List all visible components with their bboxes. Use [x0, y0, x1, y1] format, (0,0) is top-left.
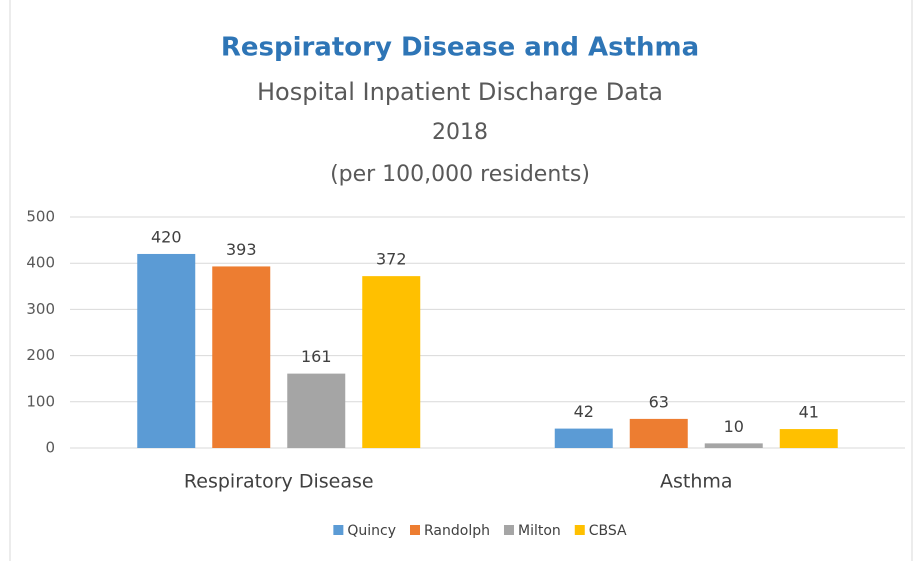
- y-tick-label: 400: [26, 254, 55, 272]
- data-label: 420: [151, 227, 182, 246]
- x-tick-label: Asthma: [660, 471, 733, 493]
- bar: [554, 428, 613, 448]
- chart-subtitle: (per 100,000 residents): [330, 162, 590, 187]
- data-label: 393: [226, 240, 257, 259]
- bar: [287, 373, 346, 448]
- y-tick-label: 300: [26, 300, 55, 318]
- y-tick-label: 0: [45, 439, 55, 457]
- bar: [629, 418, 688, 448]
- y-tick-label: 500: [26, 208, 55, 226]
- y-tick-label: 200: [26, 346, 55, 364]
- bar: [212, 266, 271, 448]
- legend-label: Milton: [518, 523, 561, 539]
- legend-label: Randolph: [424, 523, 490, 539]
- legend-swatch: [574, 525, 585, 535]
- data-label: 63: [649, 392, 669, 411]
- chart-title: Respiratory Disease and Asthma: [221, 33, 699, 63]
- chart-subtitle: Hospital Inpatient Discharge Data: [257, 78, 663, 106]
- legend-label: Quincy: [347, 523, 396, 539]
- y-tick-label: 100: [26, 392, 55, 410]
- legend-swatch: [333, 525, 344, 535]
- data-label: 41: [799, 403, 819, 422]
- bar: [704, 443, 763, 448]
- bar: [779, 429, 838, 448]
- bar: [137, 253, 196, 448]
- data-label: 161: [301, 347, 332, 366]
- legend-label: CBSA: [589, 523, 627, 539]
- x-tick-label: Respiratory Disease: [184, 471, 374, 493]
- legend-swatch: [503, 525, 514, 535]
- data-label: 372: [376, 250, 407, 269]
- chart-subtitle: 2018: [432, 120, 488, 145]
- data-label: 10: [724, 417, 744, 436]
- data-label: 42: [574, 402, 594, 421]
- bar: [362, 276, 421, 448]
- legend-swatch: [410, 525, 420, 535]
